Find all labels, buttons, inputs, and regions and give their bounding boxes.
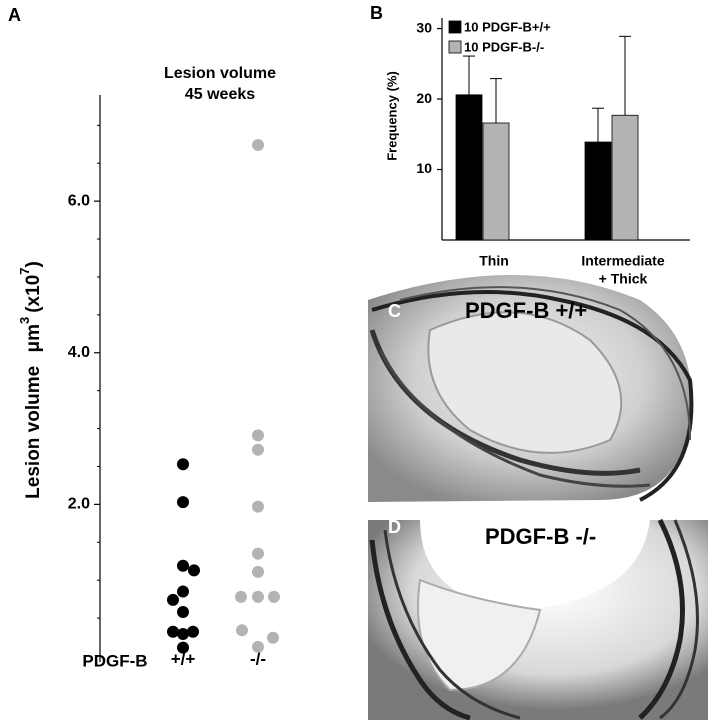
y-axis-label: Frequency (%)	[384, 71, 399, 161]
bar	[455, 94, 483, 241]
y-tick-label: 2.0	[68, 496, 90, 513]
chart-title: 45 weeks	[185, 86, 255, 103]
y-tick-label: 20	[416, 90, 432, 106]
panel-label: B	[370, 3, 383, 23]
x-tick-label: Intermediate	[581, 253, 664, 269]
data-point	[252, 590, 264, 603]
data-point	[252, 547, 264, 560]
data-point	[177, 641, 189, 654]
data-point	[268, 590, 280, 603]
data-point	[177, 628, 189, 641]
y-tick-label: 6.0	[68, 192, 90, 209]
x-tick-label: + Thick	[599, 271, 648, 287]
chart-title: Lesion volume	[164, 65, 276, 82]
x-tick-label: Thin	[479, 253, 509, 269]
image-title: PDGF-B -/-	[485, 524, 596, 549]
group-title: PDGF-B	[82, 651, 147, 670]
data-point	[252, 640, 264, 653]
data-point	[177, 585, 189, 598]
y-label-scale-power: 7	[17, 267, 32, 274]
x-tick-label: +/+	[171, 649, 196, 668]
x-tick-label: -/-	[250, 649, 266, 668]
data-point	[187, 625, 199, 638]
panel-label: D	[388, 517, 401, 537]
micrograph-d	[368, 512, 708, 720]
y-label-unit: μm	[23, 324, 44, 353]
legend-swatch	[448, 40, 462, 54]
data-point	[177, 606, 189, 619]
y-tick-label: 4.0	[68, 344, 90, 361]
data-point	[167, 593, 179, 606]
data-point	[177, 458, 189, 471]
data-point	[188, 564, 200, 577]
y-label-scale: (x10	[23, 275, 44, 313]
bar	[611, 114, 639, 241]
legend-label: 10 PDGF-B+/+	[464, 19, 551, 34]
y-label-unit-power: 3	[17, 317, 32, 324]
image-title: PDGF-B +/+	[465, 298, 587, 323]
data-point	[252, 443, 264, 456]
micrograph-c	[368, 275, 708, 502]
y-tick-label: 10	[416, 160, 432, 176]
panel-label: C	[388, 301, 401, 321]
panel-label: A	[8, 5, 21, 25]
bar	[482, 122, 510, 241]
legend-label: 10 PDGF-B-/-	[464, 39, 544, 54]
data-point	[167, 625, 179, 638]
y-tick-label: 30	[416, 19, 432, 35]
data-point	[252, 139, 264, 152]
data-point	[177, 496, 189, 509]
legend-swatch	[448, 20, 462, 34]
y-label-end: )	[23, 261, 44, 267]
data-point	[236, 624, 248, 637]
data-point	[252, 565, 264, 578]
bar	[584, 141, 612, 241]
y-label-text: Lesion volume	[23, 366, 44, 499]
data-point	[177, 559, 189, 572]
data-point	[252, 429, 264, 442]
data-point	[252, 500, 264, 513]
y-axis-label: Lesion volume μm3 (x107)	[17, 261, 44, 499]
data-point	[267, 631, 279, 644]
data-point	[235, 590, 247, 603]
